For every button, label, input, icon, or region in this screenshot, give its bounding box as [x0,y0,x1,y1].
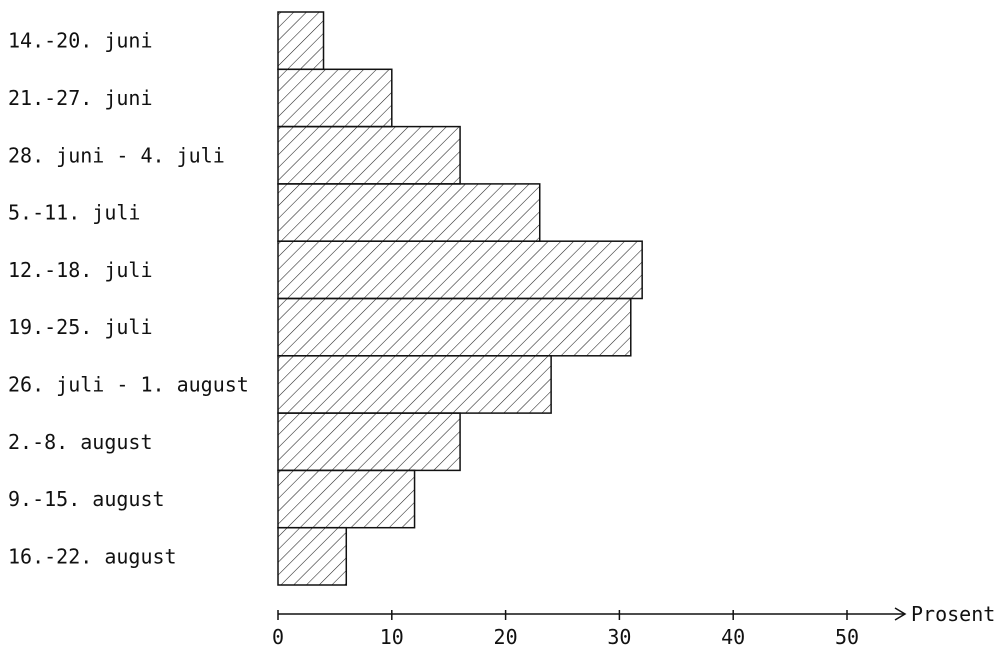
category-label: 16.-22. august [8,544,177,568]
bar [277,412,461,472]
category-label: 9.-15. august [8,487,165,511]
x-tick-label: 50 [835,625,859,647]
category-label: 19.-25. juli [8,315,153,339]
x-tick-label: 30 [607,625,631,647]
bars-group [277,11,643,586]
bar [277,240,643,300]
category-label: 21.-27. juni [8,86,153,110]
x-axis: 0 10 20 30 40 50 Prosent [272,602,995,647]
x-tick-label: 10 [380,625,404,647]
bar [277,297,632,357]
x-tick-label: 0 [272,625,284,647]
x-tick-label: 40 [721,625,745,647]
x-tick-label: 20 [494,625,518,647]
bar [277,125,461,185]
x-axis-label: Prosent [911,602,995,626]
x-ticks: 0 10 20 30 40 50 [272,610,859,647]
bar [277,469,416,529]
bar [277,183,541,242]
bar [277,11,325,71]
x-axis-arrow-icon [894,607,907,621]
category-label: 12.-18. juli [8,258,153,282]
bar [277,355,552,414]
bar [277,526,348,586]
category-label: 5.-11. juli [8,201,140,225]
bar [277,68,393,128]
category-label: 26. juli - 1. august [8,372,249,396]
category-label: 28. juni - 4. juli [8,143,225,167]
category-label: 2.-8. august [8,430,153,454]
category-label: 14.-20. juni [8,29,153,53]
category-labels: 14.-20. juni 21.-27. juni 28. juni - 4. ju… [8,29,249,569]
